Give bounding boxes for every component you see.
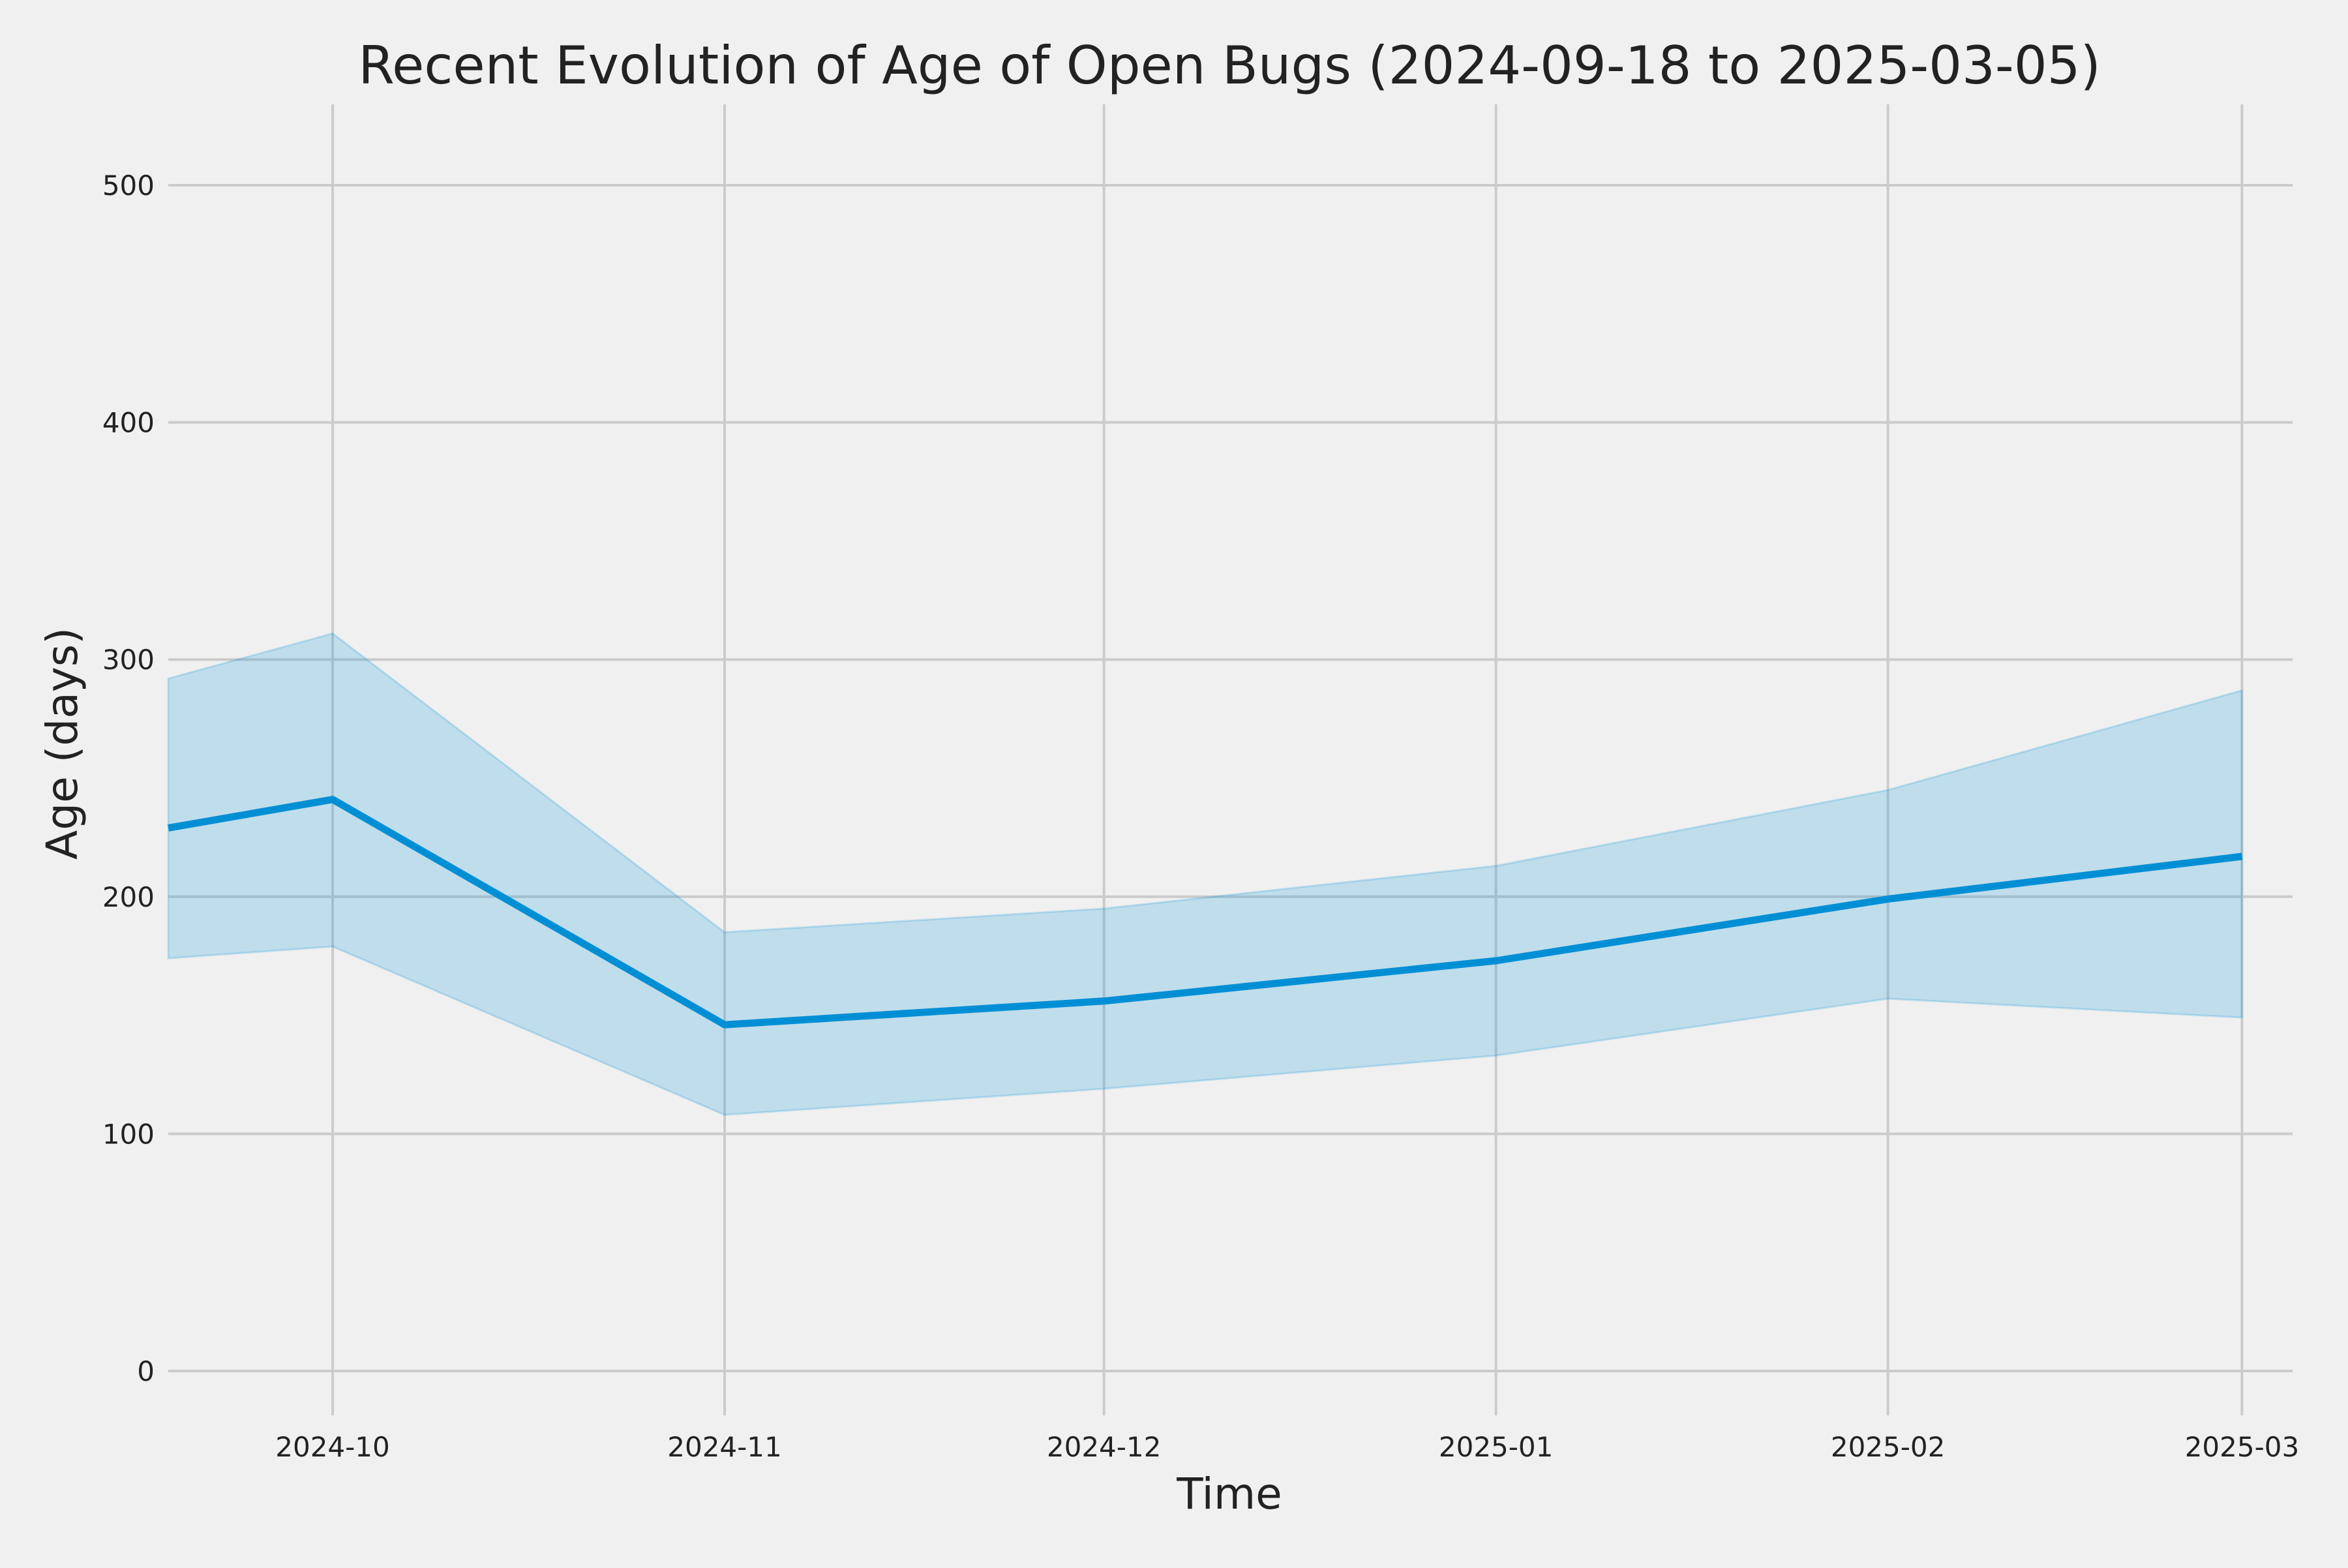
y-axis-label: Age (days) <box>37 627 87 860</box>
x-axis-label: Time <box>1176 1469 1282 1519</box>
y-tick-label: 500 <box>102 170 155 202</box>
y-tick-label: 200 <box>102 881 155 913</box>
x-tick-label: 2024-12 <box>1047 1431 1162 1463</box>
confidence-band <box>167 632 2243 1116</box>
grid-layer <box>168 104 2293 1415</box>
x-tick-label: 2025-01 <box>1439 1431 1554 1463</box>
y-tick-label: 0 <box>137 1355 155 1387</box>
x-tick-label: 2024-11 <box>667 1431 782 1463</box>
tick-layer: 0 100 200 300 400 500 2024-10 2024-11 2024-12 202… <box>102 170 2299 1463</box>
chart-title: Recent Evolution of Age of Open Bugs (20… <box>358 35 2101 96</box>
series-line <box>168 796 2243 1029</box>
y-tick-label: 300 <box>102 644 155 676</box>
y-tick-label: 400 <box>102 407 155 439</box>
x-tick-label: 2024-10 <box>275 1431 390 1463</box>
x-tick-label: 2025-03 <box>2185 1431 2300 1463</box>
y-tick-label: 100 <box>102 1118 155 1150</box>
line-layer <box>168 796 2243 1029</box>
band-layer <box>167 632 2243 1116</box>
x-tick-label: 2025-02 <box>1831 1431 1946 1463</box>
